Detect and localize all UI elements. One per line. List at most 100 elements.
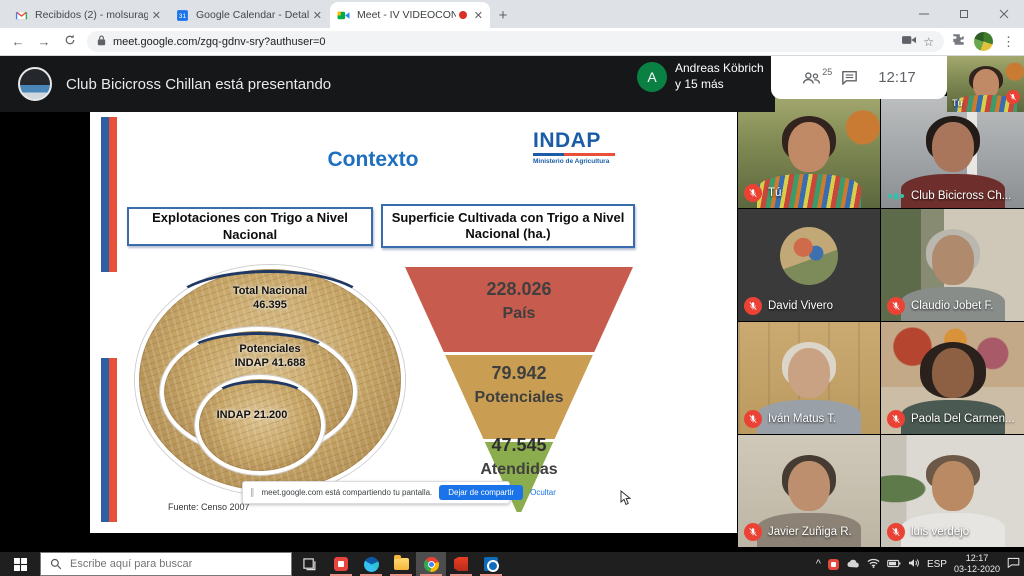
funnel-value-atendidas: 47.545 <box>491 435 547 455</box>
battery-icon[interactable] <box>887 555 901 573</box>
heading-box-explotaciones: Explotaciones con Trigo a Nivel Nacional <box>127 207 373 246</box>
tab-meet-active[interactable]: Meet - IV VIDEOCONFERENC ✕ <box>330 2 490 28</box>
mouse-cursor <box>620 489 632 511</box>
language-indicator[interactable]: ESP <box>926 558 947 570</box>
recording-dot-icon <box>458 11 467 19</box>
self-silhouette <box>953 65 1019 112</box>
close-icon[interactable]: ✕ <box>151 9 161 22</box>
slide-accent-stripe <box>101 358 117 522</box>
recorder-app-button[interactable] <box>326 552 356 576</box>
oval-label-potenciales: Potenciales INDAP 41.688 <box>234 343 306 369</box>
tab-calendar[interactable]: 31 Google Calendar - Detalles del e ✕ <box>169 2 329 28</box>
participant-tile[interactable]: Claudio Jobet F. <box>881 209 1024 321</box>
mic-muted-icon <box>887 297 905 315</box>
recorder-icon <box>334 557 348 571</box>
url-text: meet.google.com/zgq-gdnv-sry?authuser=0 <box>113 35 326 48</box>
presenting-text: Club Bicicross Chillan está presentando <box>66 75 332 93</box>
task-view-button[interactable] <box>292 552 326 576</box>
funnel-chart: 228.026 País 79.942 Potenciales 47.545 A… <box>405 267 633 512</box>
participant-silhouette <box>898 227 1008 321</box>
participant-name: Claudio Jobet F. <box>911 300 994 312</box>
participant-tile[interactable]: Club Bicicross Ch... <box>881 96 1024 208</box>
close-window-button[interactable] <box>984 0 1024 28</box>
star-icon[interactable]: ☆ <box>923 34 934 49</box>
office-app-button[interactable] <box>446 552 476 576</box>
chrome-icon <box>423 556 439 572</box>
speaker-icon[interactable] <box>908 555 920 573</box>
folder-icon <box>393 555 409 570</box>
gmail-icon <box>15 8 29 22</box>
outlook-icon <box>484 557 499 572</box>
indap-logo-name: INDAP <box>533 129 601 152</box>
back-icon[interactable]: ← <box>11 34 25 49</box>
system-tray: ^ ESP 12:17 03-12-2020 <box>816 552 1024 576</box>
maximize-button[interactable] <box>944 0 984 28</box>
participant-silhouette <box>754 453 864 547</box>
forward-icon[interactable]: → <box>37 34 51 49</box>
start-button[interactable] <box>0 552 40 576</box>
onedrive-cloud-icon[interactable] <box>846 555 860 573</box>
tab-gmail[interactable]: Recibidos (2) - molsurag@gmail ✕ <box>8 2 168 28</box>
participant-silhouette <box>754 114 864 208</box>
browser-tabstrip: Recibidos (2) - molsurag@gmail ✕ 31 Goog… <box>0 0 1024 28</box>
screen-share-bar: ∥ meet.google.com está compartiendo tu p… <box>242 481 556 504</box>
drag-grip-icon[interactable]: ∥ <box>250 487 255 497</box>
hide-share-bar-link[interactable]: Ocultar <box>530 488 556 497</box>
participant-silhouette <box>898 340 1008 434</box>
new-tab-button[interactable]: + <box>498 6 508 24</box>
tab-title: Google Calendar - Detalles del e <box>196 9 309 21</box>
file-explorer-button[interactable] <box>386 552 416 576</box>
mic-muted-icon <box>1006 90 1020 104</box>
participant-tile[interactable]: Tú <box>738 96 880 208</box>
edge-app-button[interactable] <box>356 552 386 576</box>
funnel-value-pais: 228.026 <box>486 279 552 299</box>
mic-muted-icon <box>744 523 762 541</box>
meet-icon <box>337 8 351 22</box>
extensions-puzzle-icon[interactable] <box>952 33 965 51</box>
refresh-icon[interactable] <box>61 34 79 49</box>
participants-button[interactable]: 25 <box>802 67 832 85</box>
funnel-label-potenciales: Potenciales <box>474 389 564 406</box>
close-icon[interactable]: ✕ <box>473 9 483 22</box>
mic-muted-icon <box>744 297 762 315</box>
meet-topbar-pill: 25 12:17 <box>771 56 947 99</box>
chevron-up-icon[interactable]: ^ <box>815 558 821 570</box>
slide-title: Contexto <box>327 148 419 171</box>
chrome-app-button[interactable] <box>416 552 446 576</box>
chat-button[interactable] <box>841 70 858 85</box>
tab-title: Recibidos (2) - molsurag@gmail <box>35 9 148 21</box>
menu-dots-icon[interactable]: ⋮ <box>1002 33 1015 49</box>
self-view-thumbnail[interactable]: Tú <box>947 56 1024 112</box>
recorder-tray-icon[interactable] <box>827 558 839 570</box>
search-input[interactable] <box>70 558 260 570</box>
indap-logo: INDAP Ministerio de Agricultura <box>533 130 633 165</box>
funnel-value-potenciales: 79.942 <box>491 363 547 383</box>
participant-tile[interactable]: Javier Zuñiga R. <box>738 435 880 547</box>
stop-sharing-button[interactable]: Dejar de compartir <box>439 485 524 500</box>
profile-avatar[interactable] <box>974 32 993 51</box>
minimize-button[interactable] <box>904 0 944 28</box>
participant-grid: Tú Club Bicicross Ch... David Vivero <box>738 96 1024 547</box>
participant-silhouette <box>898 114 1008 208</box>
participant-name: luis verdejo <box>911 526 970 538</box>
participant-tile[interactable]: Paola Del Carmen... <box>881 322 1024 434</box>
participant-tile[interactable]: Iván Matus T. <box>738 322 880 434</box>
wifi-icon[interactable] <box>867 555 880 573</box>
mic-muted-icon <box>744 184 762 202</box>
oval-indap <box>195 375 325 475</box>
camera-icon[interactable] <box>902 35 917 48</box>
notification-center-icon[interactable] <box>1007 555 1020 573</box>
taskbar-search[interactable] <box>40 552 292 576</box>
close-icon[interactable]: ✕ <box>312 9 322 22</box>
address-bar[interactable]: meet.google.com/zgq-gdnv-sry?authuser=0 … <box>87 31 944 52</box>
heading-box-superficie: Superficie Cultivada con Trigo a Nivel N… <box>381 204 635 248</box>
slide-accent-stripe <box>101 117 117 272</box>
participant-count: 25 <box>822 66 833 77</box>
edge-icon <box>363 556 379 572</box>
participant-name: Iván Matus T. <box>768 413 837 425</box>
participant-tile[interactable]: David Vivero <box>738 209 880 321</box>
outlook-app-button[interactable] <box>476 552 506 576</box>
participant-tile[interactable]: luis verdejo <box>881 435 1024 547</box>
taskbar-clock[interactable]: 12:17 03-12-2020 <box>954 553 1000 575</box>
shared-presentation-slide: Contexto INDAP Ministerio de Agricultura… <box>90 112 737 533</box>
